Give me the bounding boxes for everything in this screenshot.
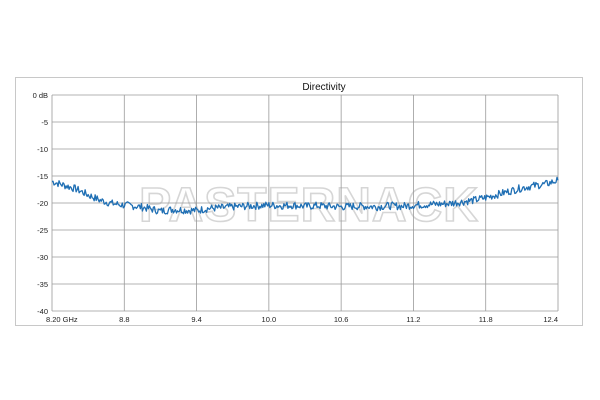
y-axis-ticks: 0 dB -5 -10 -15 -20 -25 -30 -35 -40 bbox=[33, 91, 48, 316]
y-tick-label: -20 bbox=[37, 199, 48, 208]
series-layer bbox=[51, 176, 559, 215]
x-tick-label: 8.20 GHz bbox=[46, 315, 78, 324]
chart-title: Directivity bbox=[302, 82, 345, 93]
chart-frame: Directivity PASTERNACK 0 dB -5 -10 -15 -20 -2… bbox=[15, 77, 583, 326]
x-axis-ticks: 8.20 GHz 8.8 9.4 10.0 10.6 11.2 11.8 12.4 bbox=[46, 315, 558, 324]
y-tick-label: -25 bbox=[37, 226, 48, 235]
x-tick-label: 12.4 bbox=[543, 315, 558, 324]
y-tick-label: -35 bbox=[37, 280, 48, 289]
watermark: PASTERNACK bbox=[139, 179, 479, 232]
grid bbox=[51, 94, 559, 312]
x-tick-label: 10.0 bbox=[262, 315, 277, 324]
y-tick-label: 0 dB bbox=[33, 91, 48, 100]
x-tick-label: 11.8 bbox=[479, 315, 493, 324]
x-tick-label: 9.4 bbox=[191, 315, 201, 324]
directivity-chart: Directivity PASTERNACK 0 dB -5 -10 -15 -20 -2… bbox=[33, 82, 559, 324]
x-tick-label: 10.6 bbox=[334, 315, 349, 324]
y-tick-label: -10 bbox=[37, 145, 48, 154]
y-tick-label: -15 bbox=[37, 172, 48, 181]
x-tick-label: 11.2 bbox=[406, 315, 420, 324]
y-tick-label: -5 bbox=[41, 118, 48, 127]
x-tick-label: 8.8 bbox=[119, 315, 129, 324]
y-tick-label: -30 bbox=[37, 253, 48, 262]
y-tick-label: -40 bbox=[37, 307, 48, 316]
series-line-directivity bbox=[51, 176, 559, 215]
